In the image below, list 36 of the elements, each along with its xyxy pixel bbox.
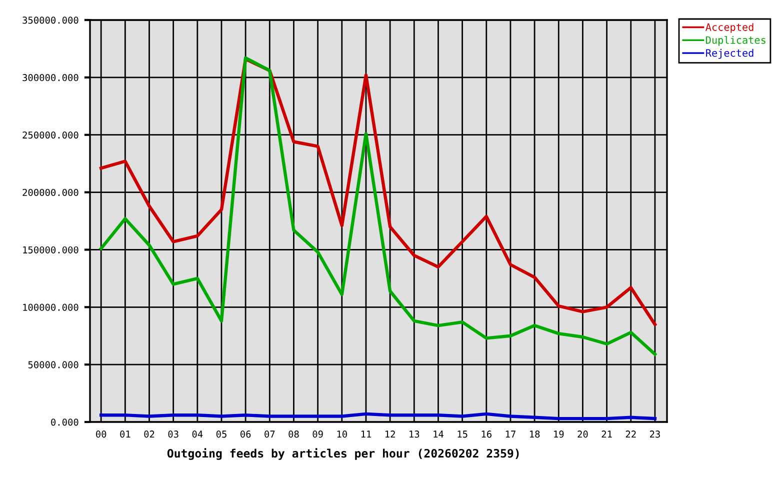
x-tick-label: 10 (337, 430, 347, 438)
x-tick-label: 21 (602, 430, 612, 438)
x-axis-title: Outgoing feeds by articles per hour (20260202 2359) (167, 448, 519, 460)
legend-label: Duplicates (706, 36, 766, 46)
x-tick-label: 14 (434, 430, 444, 438)
x-tick-label: 04 (192, 430, 203, 438)
x-tick-label: 18 (530, 430, 540, 438)
x-tick-label: 22 (626, 430, 636, 438)
x-tick-label: 13 (410, 430, 420, 438)
y-tick-label: 0.000 (51, 418, 78, 426)
y-tick-label: 250000.000 (22, 131, 78, 139)
x-tick-label: 05 (216, 430, 226, 438)
x-tick-label: 23 (650, 430, 660, 438)
x-tick-label: 17 (506, 430, 516, 438)
x-tick-label: 15 (458, 430, 468, 438)
x-tick-label: 00 (96, 430, 106, 438)
x-tick-label: 20 (578, 430, 588, 438)
y-tick-label: 350000.000 (22, 16, 78, 24)
y-tick-label: 50000.000 (28, 361, 78, 368)
x-tick-label: 02 (144, 430, 154, 438)
x-tick-label: 09 (312, 430, 323, 438)
x-tick-label: 11 (361, 430, 372, 438)
x-tick-label: 07 (264, 430, 275, 438)
legend-label: Accepted (706, 23, 754, 33)
y-tick-label: 300000.000 (22, 74, 78, 82)
x-tick-label: 12 (386, 430, 395, 438)
x-tick-label: 01 (120, 430, 130, 438)
x-tick-label: 16 (482, 430, 492, 438)
x-tick-label: 08 (288, 430, 299, 438)
x-tick-label: 06 (240, 430, 251, 438)
x-tick-label: 19 (554, 430, 564, 438)
y-tick-label: 100000.000 (23, 304, 78, 311)
y-tick-label: 200000.000 (22, 188, 78, 196)
legend-label: Rejected (706, 48, 754, 59)
x-tick-label: 03 (168, 430, 178, 438)
y-tick-label: 150000.000 (23, 246, 78, 254)
